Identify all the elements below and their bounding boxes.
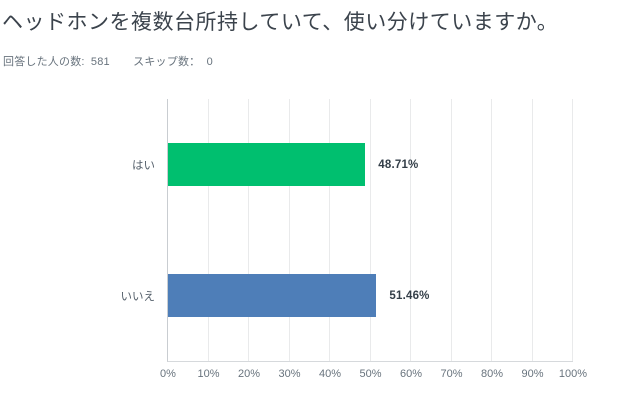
skipped-count: 0 [206,56,213,68]
category-label: はい [132,159,155,172]
gridline [491,99,492,361]
x-tick-label: 80% [480,368,504,380]
x-tick-label: 0% [160,368,176,380]
x-tick-label: 20% [237,368,261,380]
x-tick-label: 40% [318,368,342,380]
gridline [572,99,573,361]
plot-area: 0% 10% 20% 30% 40% 50% 60% 70% 80% 90% 100% はい 48.7… [121,99,587,380]
skipped-label: スキップ数： [133,56,201,68]
value-label: 51.46% [389,289,430,302]
gridline [288,99,290,361]
skipped-count-pair: スキップ数： 0 [133,53,213,69]
gridline [410,99,411,361]
question-title: ヘッドホンを複数台所持していて、使い分けていますか。 [2,11,559,34]
gridline [450,99,452,361]
bar-chart: 0% 10% 20% 30% 40% 50% 60% 70% 80% 90% 100% はい 48.7… [0,92,640,406]
gridline [369,99,371,361]
x-tick-label: 60% [399,368,423,380]
x-tick-label: 90% [521,368,544,380]
x-tick-label: 70% [440,368,463,380]
response-meta: 回答した人の数: 581 スキップ数： 0 [3,53,233,69]
answered-label: 回答した人の数: [3,56,85,68]
x-tick-label: 100% [558,368,588,380]
answered-count-pair: 回答した人の数: 581 [3,53,110,69]
gridline [207,99,209,361]
x-axis: 0% 10% 20% 30% 40% 50% 60% 70% 80% 90% 100% [160,361,587,381]
answered-count: 581 [90,56,110,68]
gridline [248,99,249,361]
category-label: いいえ [120,290,156,303]
value-label: 48.71% [378,158,419,171]
gridline [531,99,533,361]
x-tick-label: 10% [197,368,220,380]
x-tick-label: 30% [278,368,301,380]
gridline [329,99,330,361]
x-tick-label: 50% [359,368,382,380]
bar [168,274,377,317]
bar [168,143,366,186]
